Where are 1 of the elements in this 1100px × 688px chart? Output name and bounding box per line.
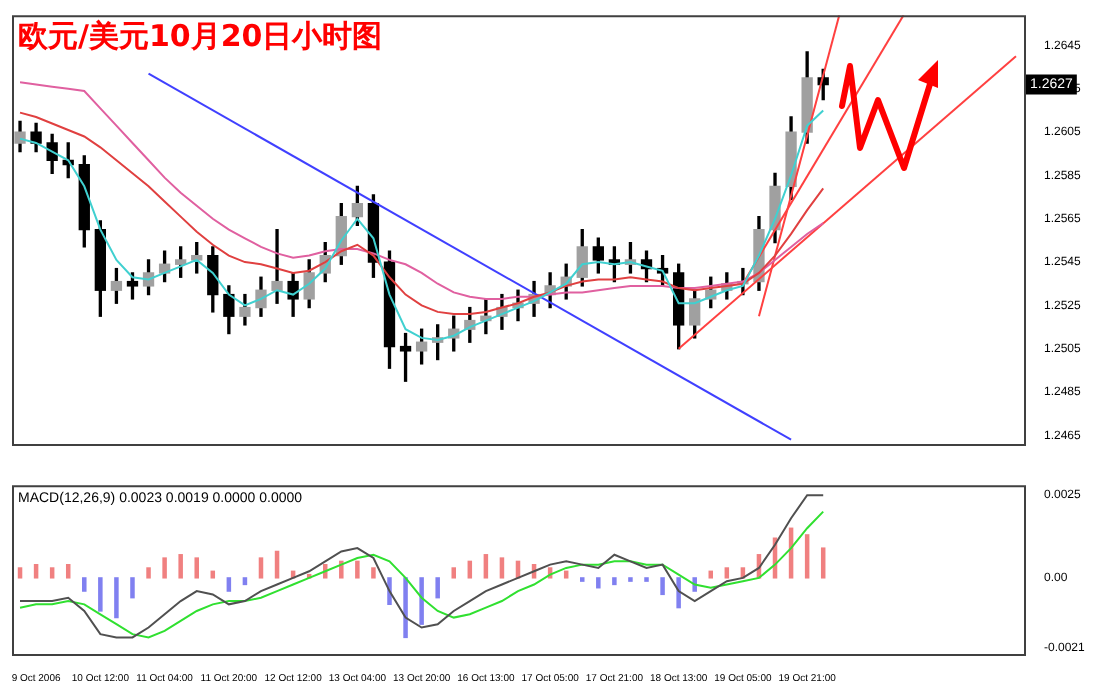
chart-title: 欧元/美元10月20日小时图 [18, 17, 383, 54]
